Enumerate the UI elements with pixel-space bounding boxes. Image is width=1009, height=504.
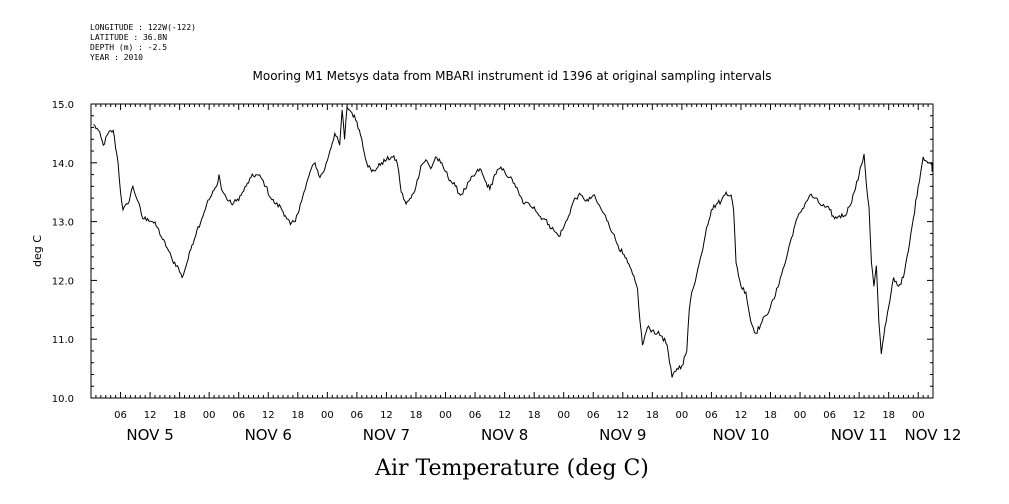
x-axis-ticks: 06 12 18 00 06 12 18 00 06 12 18 00 06 12 18 00 06 12 18 00…	[90, 104, 962, 444]
x-hour-label: 12	[735, 410, 748, 421]
x-hour-label: 06	[587, 410, 600, 421]
x-hour-label: 00	[321, 410, 334, 421]
x-hour-label: 06	[114, 410, 127, 421]
x-hour-label: 00	[557, 410, 570, 421]
x-day-label: NOV 11	[831, 426, 888, 444]
x-hour-label: 06	[232, 410, 245, 421]
meta-year: YEAR : 2010	[90, 53, 143, 62]
x-hour-label: 06	[351, 410, 364, 421]
x-hour-label: 12	[853, 410, 866, 421]
metadata-block: LONGITUDE : 122W(-122) LATITUDE : 36.8N …	[90, 23, 196, 62]
x-day-label: NOV 5	[126, 426, 173, 444]
x-hour-label: 00	[203, 410, 216, 421]
x-hour-label: 00	[676, 410, 689, 421]
x-hour-label: 06	[823, 410, 836, 421]
x-hour-label: 06	[705, 410, 718, 421]
series-group	[93, 105, 933, 378]
y-tick-label: 11.0	[52, 335, 74, 346]
y-tick-label: 14.0	[52, 159, 74, 170]
meta-longitude: LONGITUDE : 122W(-122)	[90, 23, 196, 32]
x-day-label: NOV 7	[363, 426, 410, 444]
x-hour-label: 00	[912, 410, 925, 421]
x-hour-label: 06	[469, 410, 482, 421]
y-axis-ticks: 10.0 11.0 12.0 13.0 14.0 15.0	[52, 100, 933, 405]
x-hour-label: 12	[144, 410, 157, 421]
x-hour-label: 18	[410, 410, 423, 421]
y-tick-label: 15.0	[52, 100, 74, 111]
x-hour-label: 18	[764, 410, 777, 421]
x-day-label: NOV 12	[905, 426, 962, 444]
x-day-label: NOV 6	[245, 426, 292, 444]
x-axis-label: Air Temperature (deg C)	[374, 456, 649, 481]
x-day-label: NOV 9	[599, 426, 646, 444]
x-hour-label: 18	[646, 410, 659, 421]
plot-frame	[90, 103, 934, 399]
x-day-label: NOV 8	[481, 426, 528, 444]
y-axis-label: deg C	[31, 235, 44, 267]
y-tick-label: 12.0	[52, 276, 74, 287]
y-tick-label: 13.0	[52, 218, 74, 229]
meta-latitude: LATITUDE : 36.8N	[90, 33, 167, 42]
y-tick-label: 10.0	[52, 394, 74, 405]
x-hour-label: 18	[173, 410, 186, 421]
x-hour-label: 00	[794, 410, 807, 421]
x-hour-label: 12	[380, 410, 393, 421]
x-hour-label: 12	[616, 410, 629, 421]
x-hour-label: 12	[498, 410, 511, 421]
x-day-label: NOV 10	[713, 426, 770, 444]
x-hour-label: 18	[291, 410, 304, 421]
x-hour-label: 18	[528, 410, 541, 421]
chart-title: Mooring M1 Metsys data from MBARI instru…	[253, 69, 772, 83]
series-line	[93, 105, 933, 378]
x-hour-label: 18	[882, 410, 895, 421]
meta-depth: DEPTH (m) : -2.5	[90, 43, 167, 52]
x-hour-label: 12	[262, 410, 275, 421]
x-hour-label: 00	[439, 410, 452, 421]
